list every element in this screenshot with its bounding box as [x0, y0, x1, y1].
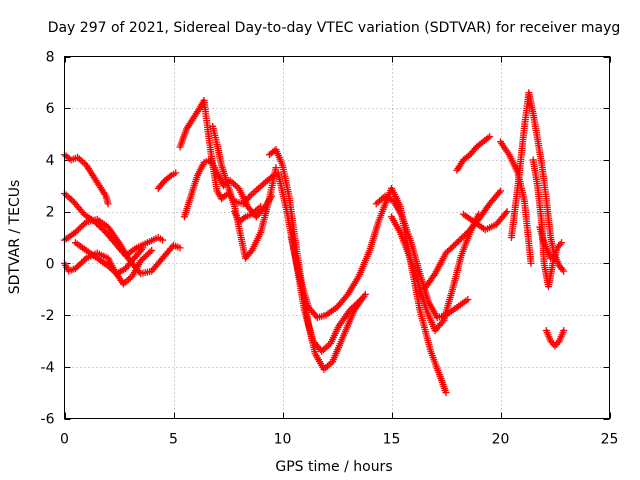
- series-arc-6: [154, 169, 180, 192]
- data-point-marker: [355, 297, 363, 305]
- data-point: [486, 133, 494, 141]
- y-tick-label: -2: [41, 308, 55, 324]
- data-point: [361, 290, 369, 298]
- x-tick-label: 5: [169, 432, 178, 448]
- data-point-marker: [247, 248, 255, 256]
- data-point: [503, 208, 511, 216]
- data-point: [159, 236, 167, 244]
- data-point: [148, 246, 156, 254]
- data-point: [442, 389, 450, 397]
- series-arc-19: [497, 138, 535, 267]
- series-arc-17: [453, 133, 494, 174]
- y-tick-label: 0: [46, 256, 55, 272]
- series-arc-5: [71, 239, 147, 278]
- data-point: [558, 239, 566, 247]
- data-point: [560, 327, 568, 335]
- data-point-marker: [81, 219, 89, 227]
- series-arc-18: [459, 208, 511, 234]
- y-tick-labels: -6 -4 -2 0 2 4 6 8: [41, 50, 55, 428]
- y-tick-label: 4: [46, 153, 55, 169]
- y-tick-label: 8: [46, 50, 55, 66]
- data-points: [61, 89, 568, 397]
- data-point-marker: [81, 256, 89, 264]
- data-point: [527, 259, 535, 267]
- data-point-marker: [502, 209, 510, 217]
- series-arc-1: [61, 151, 112, 208]
- data-point-marker: [146, 248, 154, 256]
- chart-title: Day 297 of 2021, Sidereal Day-to-day VTE…: [48, 20, 621, 36]
- data-point: [176, 244, 184, 252]
- data-point: [257, 202, 265, 210]
- data-point: [357, 296, 365, 304]
- data-point-marker: [484, 134, 492, 142]
- data-point: [139, 244, 147, 252]
- x-tick-labels: 0 5 10 15 20 25: [60, 432, 618, 448]
- data-point: [104, 200, 112, 208]
- y-tick-label: 2: [46, 205, 55, 221]
- series-arc-16: [420, 187, 504, 293]
- data-point: [497, 187, 504, 195]
- data-point: [560, 267, 568, 275]
- x-tick-label: 10: [274, 432, 292, 448]
- data-point-marker: [166, 173, 174, 181]
- series-arc-20: [507, 89, 559, 262]
- plot-frame: [64, 56, 610, 419]
- series-arc-23: [542, 327, 568, 350]
- x-tick-label: 20: [492, 432, 510, 448]
- data-point-marker: [495, 189, 503, 197]
- series-arc-10: [231, 202, 265, 226]
- y-tick-label: 6: [46, 101, 55, 117]
- data-point: [464, 296, 472, 304]
- series-arc-2: [61, 190, 167, 260]
- y-tick-label: -4: [41, 360, 55, 376]
- series-arc-14: [372, 192, 472, 322]
- data-point-marker: [244, 194, 252, 202]
- y-axis-label: SDTVAR / TECUs: [7, 180, 23, 295]
- series-arc-3: [61, 215, 184, 278]
- x-axis-label: GPS time / hours: [275, 459, 392, 475]
- x-tick-label: 15: [383, 432, 401, 448]
- series-arc-22: [536, 223, 568, 275]
- data-point-marker: [240, 214, 248, 222]
- data-point: [272, 164, 280, 172]
- data-point: [172, 169, 180, 177]
- x-tick-label: 0: [60, 432, 69, 448]
- y-tick-label: -6: [41, 412, 55, 428]
- x-tick-label: 25: [601, 432, 619, 448]
- grid: [64, 56, 610, 419]
